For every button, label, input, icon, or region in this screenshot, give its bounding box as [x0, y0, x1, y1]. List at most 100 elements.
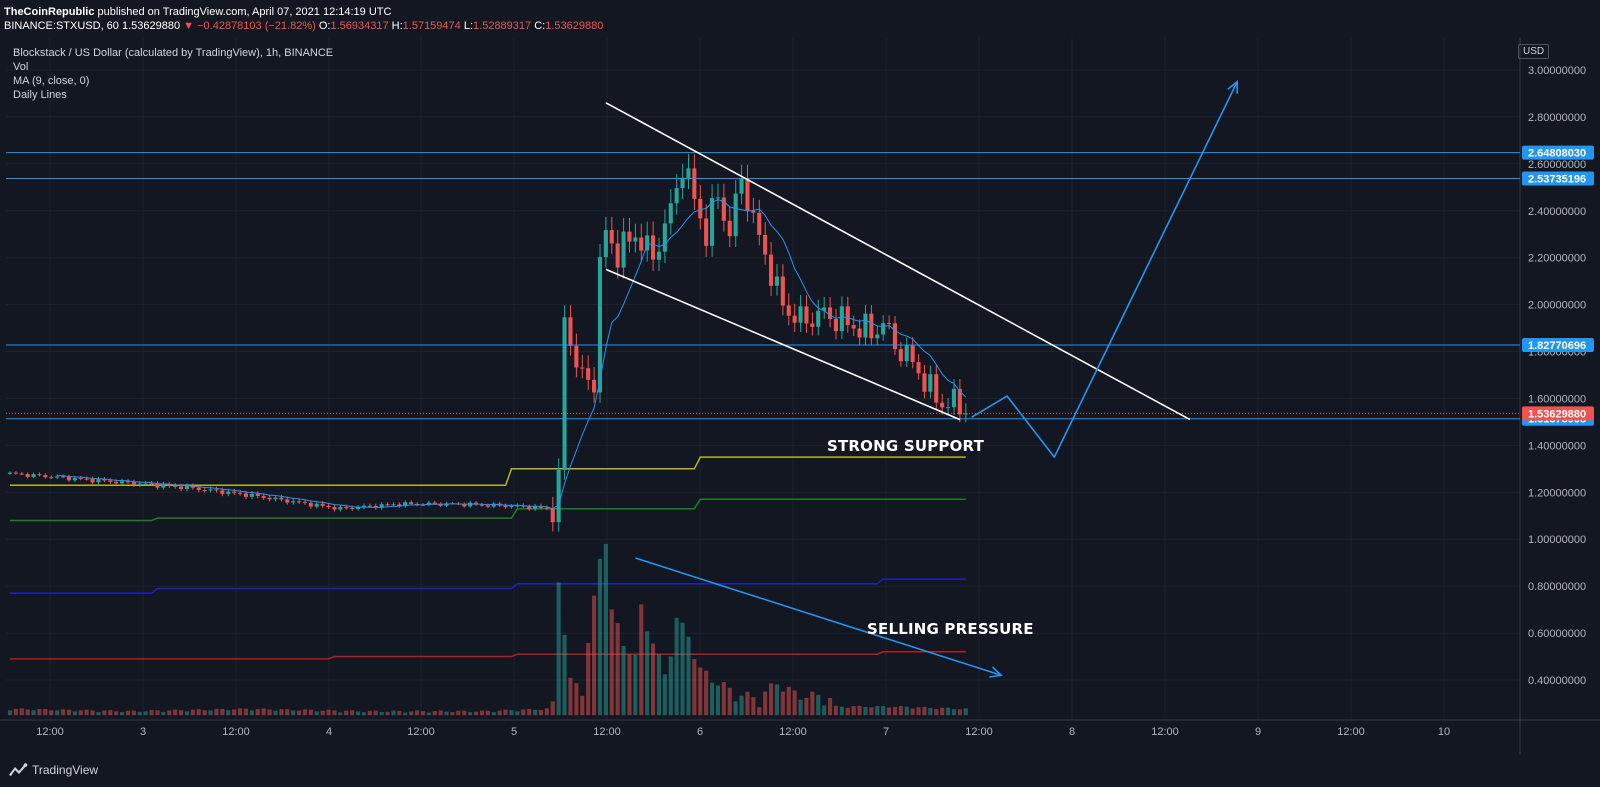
legend-vol[interactable]: Vol — [13, 61, 29, 73]
volume-bar — [131, 710, 136, 716]
candle-body — [851, 325, 856, 329]
volume-bar — [904, 706, 909, 716]
symbol-line: BINANCE:STXUSD, 60 1.53629880 ▼ −0.42878… — [4, 19, 603, 33]
volume-bar — [120, 712, 125, 716]
currency-button[interactable]: USD — [1518, 44, 1550, 59]
price-tick-label: 1.20000000 — [1528, 487, 1586, 499]
candle-body — [615, 243, 620, 268]
tradingview-logo-icon — [9, 763, 28, 776]
candle-body — [143, 483, 148, 485]
candle-body — [409, 502, 414, 504]
low-label: L: — [463, 20, 474, 32]
volume-bar — [190, 709, 195, 716]
volume-bar — [715, 685, 720, 716]
candle-body — [114, 481, 119, 484]
volume-bar — [898, 706, 903, 716]
time-tick-label: 12:00 — [779, 726, 807, 738]
volume-bar — [780, 691, 785, 716]
candle-body — [833, 319, 838, 332]
daily-line-red — [10, 651, 966, 660]
legend-title[interactable]: Blockstack / US Dollar (calculated by Tr… — [13, 47, 334, 59]
price-tick-label: 3.00000000 — [1528, 65, 1586, 77]
candle-body — [845, 306, 850, 326]
volume-bar — [96, 712, 101, 716]
volume-bar — [804, 697, 809, 716]
publisher-name[interactable]: TheCoinRepublic — [4, 6, 95, 18]
open-value: 1.56934317 — [330, 20, 389, 32]
candle-body — [350, 507, 355, 509]
candle-body — [940, 402, 945, 408]
volume-bar — [662, 674, 667, 716]
volume-bar — [828, 698, 833, 716]
volume-bar — [704, 670, 709, 716]
candle-body — [704, 218, 709, 246]
candle-body — [285, 499, 290, 503]
candle-body — [479, 504, 484, 506]
volume-bar — [887, 707, 892, 716]
volume-bar — [7, 710, 12, 716]
candle-body — [828, 307, 833, 319]
volume-bar — [639, 604, 644, 716]
candle-body — [503, 505, 508, 508]
volume-bar — [184, 711, 189, 716]
candle-body — [721, 197, 726, 221]
volume-bar — [137, 711, 142, 716]
candle-body — [544, 507, 549, 509]
candle-body — [881, 323, 886, 335]
volume-bar — [179, 710, 184, 716]
legend-ma[interactable]: MA (9, close, 0) — [13, 75, 90, 87]
price-chart[interactable]: 3.00000000 2.80000000 2.60000000 2.40000000… — [0, 38, 1600, 754]
candle-body — [574, 345, 579, 368]
candle-body — [822, 307, 827, 311]
candle-body — [314, 503, 319, 507]
candle-body — [597, 257, 602, 393]
candle-body — [238, 492, 243, 494]
price-tick-label: 2.40000000 — [1528, 206, 1586, 218]
publication-header: TheCoinRepublic published on TradingView… — [0, 0, 1600, 38]
candle-body — [627, 231, 632, 242]
volume-bar — [615, 623, 620, 716]
candle-body — [934, 374, 939, 403]
price-axis: 3.00000000 2.80000000 2.60000000 2.40000000… — [1528, 65, 1586, 687]
volume-bar — [515, 711, 520, 716]
candle-body — [668, 203, 673, 224]
price-change: ▼ −0.42878103 (−21.82%) — [183, 20, 316, 32]
tradingview-brand[interactable]: TradingView — [8, 762, 98, 778]
annotation-strong-support: STRONG SUPPORT — [827, 437, 985, 455]
candle-body — [291, 501, 296, 503]
candle-body — [367, 505, 372, 507]
volume-bar — [474, 711, 479, 716]
candle-body — [173, 485, 178, 487]
trendline-1 — [605, 268, 961, 421]
volume-bar — [833, 705, 838, 716]
candle-body — [727, 220, 732, 237]
volume-bar — [822, 705, 827, 716]
volume-bar — [108, 710, 113, 716]
candle-body — [875, 334, 880, 339]
candle-body — [131, 482, 136, 485]
candle-body — [916, 362, 921, 374]
candle-body — [869, 313, 874, 339]
candle-body — [13, 472, 18, 474]
candle-body — [220, 490, 225, 494]
volume-bar — [155, 710, 160, 716]
volume-bar — [149, 710, 154, 716]
volume-bar — [810, 691, 815, 716]
candle-body — [892, 323, 897, 350]
volume-bar — [438, 710, 443, 716]
candle-body — [255, 493, 260, 496]
candle-body — [61, 476, 66, 478]
volume-bar — [816, 694, 821, 716]
brand-name: TradingView — [32, 763, 99, 777]
candles — [7, 154, 968, 532]
grid — [6, 38, 1520, 720]
candle-body — [863, 313, 868, 338]
candle-body — [243, 493, 248, 497]
candle-body — [568, 317, 573, 346]
volume-bar — [426, 712, 431, 716]
candle-body — [397, 504, 402, 507]
volume-bar — [238, 708, 243, 716]
candle-body — [739, 178, 744, 194]
volume-bar — [645, 631, 650, 716]
legend-daily-lines[interactable]: Daily Lines — [13, 89, 67, 101]
